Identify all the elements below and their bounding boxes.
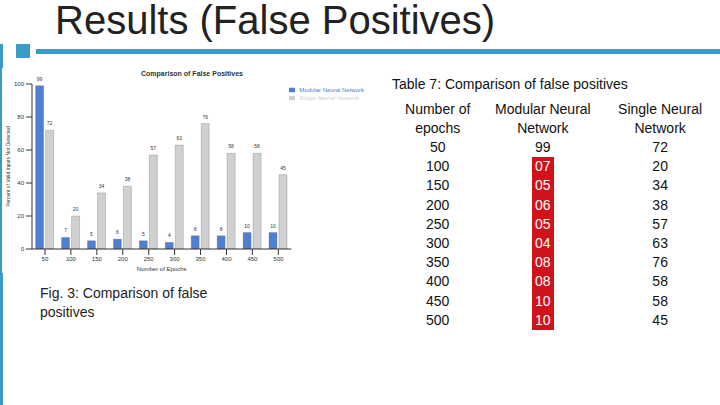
html-text:08: 08 <box>535 254 551 271</box>
html-text:99: 99 <box>535 139 551 155</box>
svg-text:60: 60 <box>17 147 24 153</box>
html-text:58: 58 <box>652 273 668 290</box>
html-text:Comparison of False Positives: Comparison of False Positives <box>141 70 243 77</box>
html-text:57: 57 <box>652 215 668 232</box>
svg-text:72: 72 <box>47 120 53 126</box>
svg-text:20: 20 <box>17 213 24 219</box>
svg-text:58: 58 <box>254 143 260 149</box>
svg-text:80: 80 <box>17 114 24 120</box>
svg-text:500: 500 <box>273 256 284 262</box>
html-text:07: 07 <box>535 158 551 175</box>
html-text:05: 05 <box>535 177 551 194</box>
html-text:150: 150 <box>426 177 450 194</box>
html-text:58: 58 <box>652 292 668 309</box>
svg-text:5: 5 <box>90 231 93 237</box>
svg-text:40: 40 <box>17 180 24 186</box>
html-text:06: 06 <box>535 196 551 213</box>
html-text:04: 04 <box>535 235 551 251</box>
svg-text:400: 400 <box>221 256 232 262</box>
html-text:300: 300 <box>426 235 450 251</box>
html-text:76: 76 <box>652 254 668 271</box>
html-text:Fig. 3: Comparison of false po: Fig. 3: Comparison of false positives <box>40 285 208 320</box>
svg-text:8: 8 <box>220 226 223 232</box>
svg-text:63: 63 <box>176 135 182 141</box>
svg-text:57: 57 <box>151 145 157 151</box>
svg-text:8: 8 <box>194 226 197 232</box>
svg-text:10: 10 <box>244 223 250 229</box>
html-text:350: 350 <box>426 254 450 271</box>
html-text:400: 400 <box>426 273 450 290</box>
html-text:34: 34 <box>652 177 668 194</box>
svg-text:150: 150 <box>92 256 103 262</box>
html-text:100: 100 <box>426 158 450 175</box>
svg-text:20: 20 <box>73 206 79 212</box>
html-text:Single Neural Network: Single Neural Network <box>299 95 359 101</box>
html-text:10: 10 <box>535 311 551 328</box>
svg-text:50: 50 <box>42 256 49 262</box>
html-text:450: 450 <box>426 292 450 309</box>
svg-text:100: 100 <box>14 81 25 87</box>
svg-text:100: 100 <box>66 256 77 262</box>
html-text:500: 500 <box>426 311 450 328</box>
html-text:08: 08 <box>535 273 551 290</box>
svg-text:300: 300 <box>170 256 181 262</box>
svg-text:99: 99 <box>37 76 43 82</box>
html-text:Number of epochs: Number of epochs <box>405 101 471 136</box>
svg-text:5: 5 <box>142 231 145 237</box>
html-text:20: 20 <box>652 158 668 175</box>
html-text:250: 250 <box>426 215 450 232</box>
html-text:200: 200 <box>426 196 450 213</box>
html-text:05: 05 <box>535 215 551 232</box>
svg-text:76: 76 <box>202 114 208 120</box>
html-text:38: 38 <box>652 196 668 213</box>
svg-text:450: 450 <box>247 256 258 262</box>
html-text:Modular Neural Network: Modular Neural Network <box>299 87 364 93</box>
svg-text:10: 10 <box>270 223 276 229</box>
html-text:Table 7: Comparison of false p: Table 7: Comparison of false positives <box>392 76 628 92</box>
html-text:63: 63 <box>652 235 668 251</box>
html-text:72: 72 <box>652 139 668 155</box>
html-text:45: 45 <box>652 311 668 328</box>
svg-text:58: 58 <box>228 143 234 149</box>
svg-text:350: 350 <box>196 256 207 262</box>
svg-text:0: 0 <box>21 246 25 252</box>
html-text:50: 50 <box>429 139 446 155</box>
html-text:10: 10 <box>535 292 551 309</box>
svg-text:45: 45 <box>280 165 286 171</box>
svg-text:4: 4 <box>168 232 171 238</box>
svg-text:38: 38 <box>125 176 131 182</box>
svg-text:6: 6 <box>116 229 119 235</box>
html-text:Modular Neural Network: Modular Neural Network <box>495 101 591 136</box>
svg-text:7: 7 <box>64 227 67 233</box>
svg-text:Percent of Valid Inputs Not De: Percent of Valid Inputs Not Detected <box>8 126 11 207</box>
svg-text:34: 34 <box>99 183 105 189</box>
html-text:Single Neural Network: Single Neural Network <box>618 101 703 136</box>
svg-text:250: 250 <box>144 256 155 262</box>
svg-text:Number of Epochs: Number of Epochs <box>137 266 187 272</box>
svg-text:200: 200 <box>118 256 129 262</box>
